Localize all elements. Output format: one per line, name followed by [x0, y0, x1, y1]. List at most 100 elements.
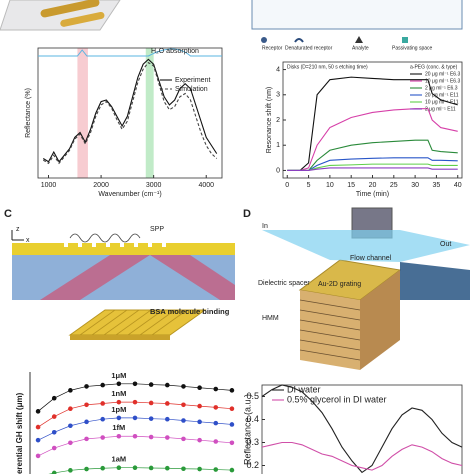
device-label: Au-2D grating	[318, 281, 361, 288]
data-point	[197, 437, 202, 443]
data-point	[132, 433, 138, 439]
y-tick-label: 1	[276, 142, 280, 149]
y-axis-label: Resonance shift (nm)	[266, 87, 273, 154]
series-label: 1nM	[111, 389, 126, 398]
data-point	[100, 435, 105, 440]
chart-title: Disks (D=210 nm, 50 s etching time)	[287, 64, 368, 70]
data-point	[68, 468, 73, 473]
data-point	[229, 422, 235, 427]
data-point	[116, 381, 122, 387]
data-point	[116, 399, 122, 405]
legend-label: 10 μg ml⁻¹ E11	[425, 99, 459, 105]
axis-letter: z	[16, 226, 20, 233]
data-point	[100, 416, 105, 422]
data-point	[84, 419, 89, 425]
hmm-device	[262, 207, 470, 370]
data-point	[197, 466, 202, 472]
data-point	[100, 401, 105, 406]
x-tick-label: 5	[307, 182, 311, 189]
data-point	[68, 423, 73, 429]
y-tick-label: 0.5	[246, 391, 259, 401]
data-point	[116, 415, 122, 421]
legend-label: Experiment	[175, 77, 210, 84]
data-point	[181, 418, 186, 423]
series-line	[42, 61, 218, 165]
data-point	[100, 465, 105, 471]
data-point	[213, 439, 219, 444]
data-point	[148, 382, 154, 387]
series-line	[287, 76, 458, 171]
series-line	[287, 108, 458, 171]
spr-diagram	[11, 230, 235, 300]
data-point	[165, 465, 170, 471]
x-tick-label: 0	[285, 182, 289, 189]
data-point	[132, 465, 138, 471]
data-point	[213, 467, 219, 472]
data-point	[116, 465, 122, 471]
x-tick-label: 20	[369, 182, 377, 189]
x-tick-label: 4000	[198, 182, 214, 189]
data-point	[51, 445, 57, 451]
rod-illustration	[0, 0, 121, 31]
series-label: 1fM	[112, 423, 125, 432]
data-point	[84, 384, 89, 389]
data-point	[229, 440, 235, 446]
data-point	[68, 440, 73, 446]
x-tick-label: 2000	[93, 182, 109, 189]
plot-frame	[261, 384, 463, 474]
legend-label: 20 μg ml⁻¹ E11	[425, 92, 459, 98]
data-point	[84, 436, 89, 442]
data-point	[51, 470, 57, 474]
data-point	[181, 466, 186, 472]
data-point	[165, 401, 170, 406]
data-point	[35, 409, 41, 414]
data-point	[197, 419, 202, 425]
series-label: 1pM	[111, 405, 126, 414]
data-point	[51, 395, 57, 401]
data-point	[35, 453, 41, 459]
binding-label: BSA molecule binding	[150, 307, 230, 316]
data-point	[35, 437, 41, 443]
legend-title: a-PEG (conc. & type)	[410, 64, 458, 70]
y-tick-label: 4	[276, 66, 280, 73]
device-label: In	[262, 223, 268, 230]
data-point	[116, 433, 122, 439]
y-tick-label: 3	[276, 92, 280, 99]
x-tick-label: 10	[326, 182, 334, 189]
y-tick-label: 0	[276, 167, 280, 174]
legend-label: 20 μg ml⁻¹ E6.3	[425, 71, 460, 77]
legend-label: Passivating space	[392, 45, 433, 51]
x-tick-label: 25	[390, 182, 398, 189]
y-axis-label: Differential GH shift (μm)	[15, 392, 24, 474]
series-line	[37, 383, 232, 412]
data-point	[148, 434, 154, 440]
data-point	[132, 415, 138, 421]
x-tick-label: 30	[411, 182, 419, 189]
x-axis-label: Wavenumber (cm⁻¹)	[98, 191, 161, 198]
data-point	[165, 435, 170, 440]
data-point	[68, 388, 73, 393]
data-point	[84, 402, 89, 408]
series-line	[261, 441, 463, 471]
device-label: HMM	[262, 315, 279, 322]
data-point	[213, 386, 219, 392]
x-tick-label: 3000	[146, 182, 162, 189]
data-point	[84, 466, 89, 472]
data-point	[213, 420, 219, 426]
data-point	[35, 424, 41, 430]
highlight-band	[77, 48, 88, 178]
absorption-curve	[38, 48, 222, 57]
data-point	[132, 381, 138, 387]
device-label: Out	[440, 241, 451, 248]
data-point	[181, 384, 186, 389]
x-axis-label: Time (min)	[356, 191, 389, 198]
legend-label: 10 μg ml⁻¹ E6.3	[425, 78, 460, 84]
data-point	[51, 414, 57, 419]
legend-label: Receptor	[262, 45, 283, 51]
panel-label: C	[4, 208, 12, 220]
x-tick-label: 1000	[41, 182, 57, 189]
y-axis-label: Reflectance (a.u.)	[242, 394, 252, 465]
data-point	[100, 382, 105, 388]
highlight-band	[145, 48, 154, 178]
